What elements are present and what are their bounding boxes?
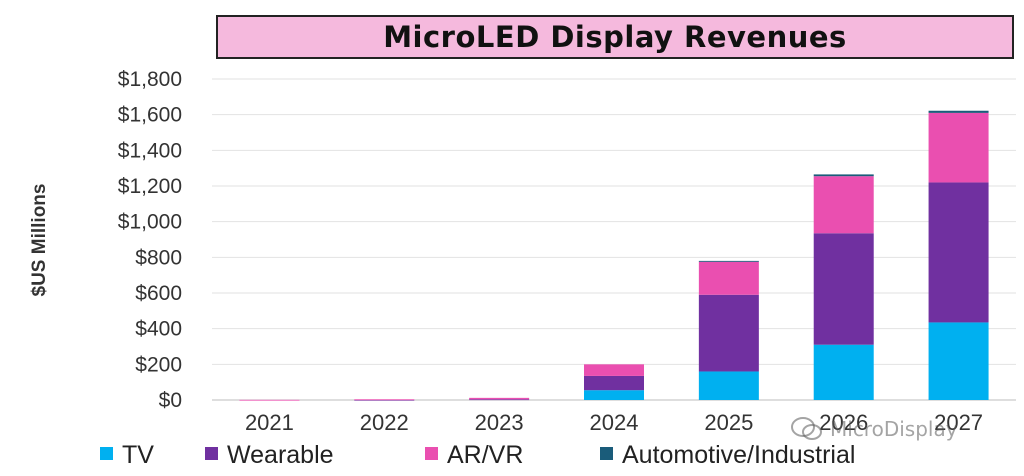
x-tick-label: 2026 (819, 410, 868, 435)
x-tick-label: 2022 (360, 410, 409, 435)
legend-label: Automotive/Industrial (622, 441, 855, 469)
x-tick-label: 2025 (704, 410, 753, 435)
bar-2027-tv (928, 322, 989, 400)
watermark-text: MicroDisplay (830, 417, 958, 441)
bar-2024-tv (584, 390, 644, 400)
bar-2026-tv (813, 344, 874, 400)
x-tick-label: 2021 (245, 410, 294, 435)
y-tick-label: $1,000 (118, 211, 182, 234)
bar-2023-ar-vr (469, 397, 530, 400)
legend-swatch (205, 447, 218, 460)
watermark: MicroDisplay (790, 416, 958, 442)
chart-title-box: MicroLED Display Revenues (216, 15, 1014, 59)
legend-swatch (425, 447, 438, 460)
bar-2021-ar-vr (239, 399, 300, 401)
legend-swatch (600, 447, 613, 460)
y-axis-label: $US Millions (29, 184, 50, 297)
bar-2024-wearable (584, 375, 644, 391)
bar-2026-wearable (813, 233, 874, 345)
bar-2022-ar-vr (354, 399, 415, 401)
bar-2026-ar-vr (813, 176, 874, 234)
bar-2026-automotive-industrial (813, 174, 874, 177)
x-tick-label: 2024 (590, 410, 639, 435)
bar-2023-wearable (469, 399, 530, 401)
bar-2027-wearable (928, 182, 989, 323)
y-tick-label: $1,600 (118, 104, 182, 127)
wechat-icon (791, 417, 822, 440)
x-tick-label: 2023 (475, 410, 524, 435)
bar-2025-ar-vr (698, 261, 759, 295)
legend-label: TV (122, 441, 154, 469)
chart-title: MicroLED Display Revenues (383, 20, 847, 54)
legend-label: Wearable (227, 441, 334, 469)
y-tick-label: $1,200 (118, 175, 182, 198)
bar-2025-automotive-industrial (698, 260, 759, 262)
y-tick-label: $600 (135, 282, 182, 305)
y-tick-label: $1,800 (118, 68, 182, 91)
x-tick-label: 2027 (934, 410, 983, 435)
y-tick-label: $400 (135, 318, 182, 341)
legend-label: AR/VR (447, 441, 523, 469)
y-tick-label: $1,400 (118, 139, 182, 162)
bar-2027-automotive-industrial (928, 110, 989, 113)
y-tick-label: $200 (135, 353, 182, 376)
bar-2025-tv (698, 371, 759, 400)
y-tick-label: $800 (135, 246, 182, 269)
bar-2027-ar-vr (928, 112, 989, 183)
y-tick-label: $0 (159, 389, 182, 412)
bar-2024-ar-vr (584, 364, 644, 376)
legend-swatch (100, 447, 113, 460)
bar-2025-wearable (698, 294, 759, 372)
bar-2022-wearable (354, 399, 415, 401)
